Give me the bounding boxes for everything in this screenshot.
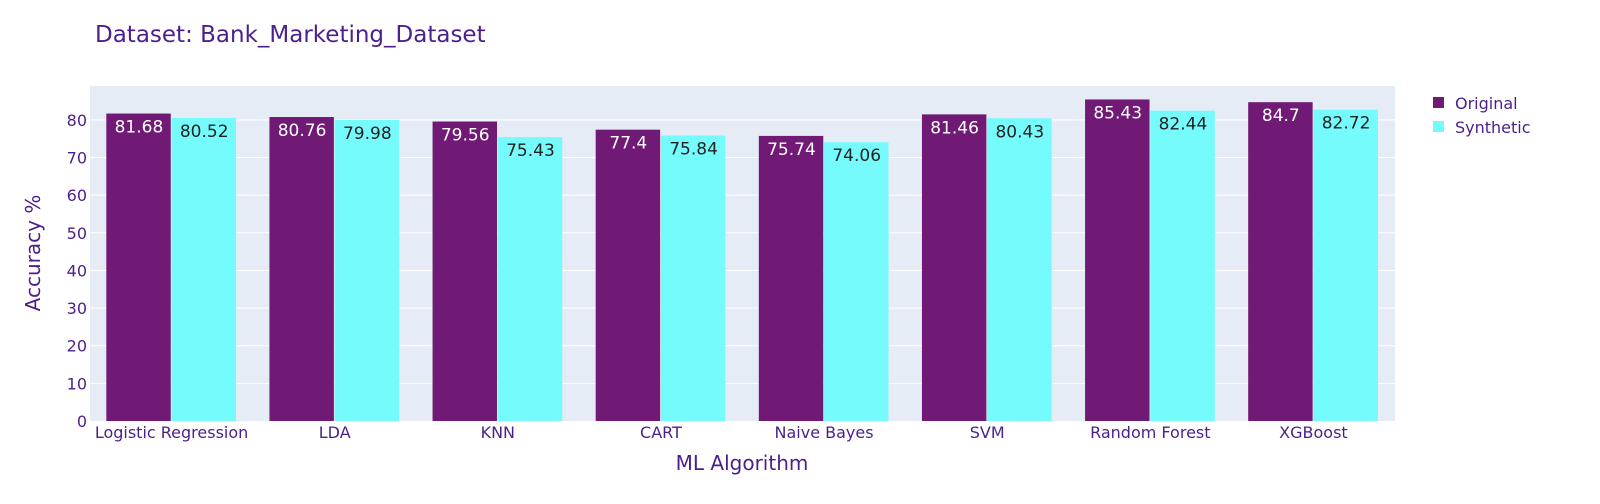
x-tick-label: XGBoost	[1279, 423, 1348, 442]
y-tick-label: 80	[67, 111, 87, 130]
legend-swatch	[1433, 121, 1444, 132]
data-label: 81.46	[930, 118, 979, 138]
data-label: 75.74	[767, 140, 816, 160]
bar-synthetic	[497, 137, 563, 421]
data-label: 82.72	[1322, 114, 1371, 134]
data-label: 80.76	[278, 121, 327, 141]
y-tick-label: 20	[67, 337, 87, 356]
bar-synthetic	[987, 118, 1052, 421]
data-label: 74.06	[832, 146, 881, 166]
data-label: 79.98	[343, 124, 392, 144]
x-axis-ticks: Logistic Regression LDA KNN CART Naive Bayes…	[95, 423, 1348, 442]
x-tick-label: SVM	[970, 423, 1005, 442]
bar-synthetic	[171, 117, 237, 421]
x-tick-label: Naive Bayes	[775, 423, 874, 442]
y-tick-label: 30	[67, 299, 87, 318]
bar-original	[1085, 99, 1150, 422]
bar-original	[269, 117, 334, 421]
legend-swatch	[1433, 97, 1444, 108]
y-tick-label: 40	[67, 261, 87, 280]
y-tick-label: 10	[67, 374, 87, 393]
x-tick-label: Logistic Regression	[95, 423, 248, 442]
y-tick-label: 50	[67, 224, 87, 243]
legend-label: Synthetic	[1455, 118, 1531, 137]
x-tick-label: LDA	[319, 423, 351, 442]
legend: Original Synthetic	[1433, 94, 1531, 137]
chart-title: Dataset: Bank_Marketing_Dataset	[95, 22, 486, 48]
x-tick-label: Random Forest	[1090, 423, 1210, 442]
legend-label: Original	[1455, 94, 1518, 113]
data-label: 84.7	[1262, 106, 1300, 126]
bar-synthetic	[660, 135, 726, 421]
bar-synthetic	[1150, 110, 1215, 421]
x-tick-label: KNN	[481, 423, 515, 442]
data-labels: 81.68 80.52 80.76 79.98 79.56 75.43 77.4 75.84 7…	[115, 103, 1371, 166]
data-label: 80.43	[995, 122, 1044, 142]
bar-original	[758, 135, 824, 421]
data-label: 77.4	[609, 134, 647, 154]
y-tick-label: 0	[77, 412, 87, 431]
data-label: 75.43	[506, 141, 555, 161]
data-label: 85.43	[1093, 103, 1142, 123]
bar-synthetic	[334, 119, 400, 421]
bar-original	[432, 121, 498, 421]
bar-synthetic	[824, 142, 889, 421]
data-label: 81.68	[115, 118, 164, 138]
x-tick-label: CART	[640, 423, 682, 442]
data-label: 75.84	[669, 140, 718, 160]
data-label: 80.52	[180, 122, 229, 142]
bar-original	[106, 113, 171, 422]
data-label: 79.56	[441, 126, 490, 146]
bar-synthetic	[1313, 109, 1378, 422]
y-axis-ticks: 0 10 20 30 40 50 60 70 80	[67, 111, 87, 431]
y-axis-title: Accuracy %	[21, 195, 45, 312]
y-tick-label: 60	[67, 186, 87, 205]
bars	[106, 99, 1378, 422]
bar-original	[595, 129, 661, 422]
y-tick-label: 70	[67, 149, 87, 168]
bar-original	[921, 114, 987, 422]
x-axis-title: ML Algorithm	[676, 451, 809, 475]
bar-original	[1248, 102, 1313, 421]
data-label: 82.44	[1159, 115, 1208, 135]
